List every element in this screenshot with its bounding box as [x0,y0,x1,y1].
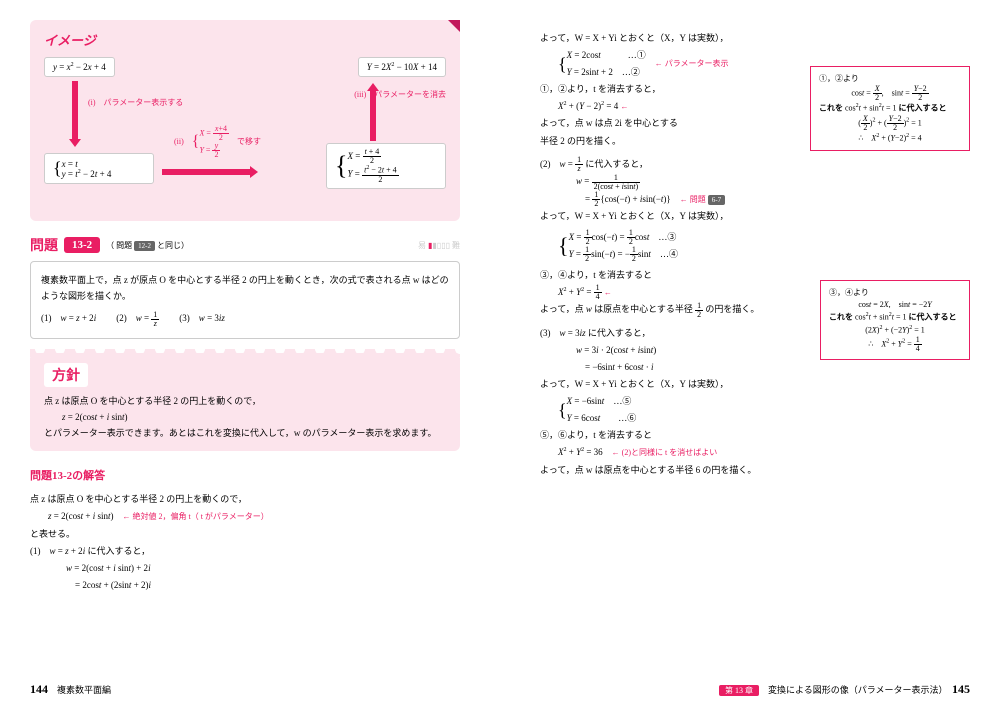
problem-note: （ 問題 12-2 と同じ） [106,240,189,251]
side-box-1: ①，②より cost = X2, sint = Y−22 これを cos2t +… [810,66,970,151]
image-title: イメージ [44,30,446,49]
strategy-box: 方針 点 z は原点 O を中心とする半径 2 の円上を動くので， z = 2(… [30,353,460,452]
prob-2: (2) w = 1z [116,310,159,327]
note-ii: (ii) {X = x+42Y = y2 で移す [174,125,261,159]
note-i: (i) パラメーター表示する [88,97,183,108]
image-box: イメージ y = x2 − 2x + 4 Y = 2X2 − 10X + 14 … [30,20,460,221]
strategy-title: 方針 [44,363,88,387]
note-iii: (iii) パラメーターを消去 [354,89,446,100]
problem-label: 問題 [30,235,58,255]
page-right: よって，W = X + Yi とおくと（X，Y は実数）， {X = 2cost… [500,0,1000,709]
problem-body: 複素数平面上で，点 z が原点 O を中心とする半径 2 の円上を動くとき，次の… [41,272,449,304]
image-diagram: y = x2 − 2x + 4 Y = 2X2 − 10X + 14 (i) パ… [44,57,446,207]
sub-problems: (1) w = z + 2i (2) w = 1z (3) w = 3iz [41,310,449,327]
eq-box-4: {X = t + 42Y = t2 − 2t + 42 [326,143,446,189]
strategy-body: 点 z は原点 O を中心とする半径 2 の円上を動くので， z = 2(cos… [44,393,446,442]
prob-1: (1) w = z + 2i [41,310,96,327]
problem-num: 13-2 [64,237,100,253]
footer-left: 144 複素数平面編 [30,682,111,697]
page-left: イメージ y = x2 − 2x + 4 Y = 2X2 − 10X + 14 … [0,0,500,709]
arrow-down-1 [72,81,78,141]
problem-box: 複素数平面上で，点 z が原点 O を中心とする半径 2 の円上を動くとき，次の… [30,261,460,339]
eq-box-2: Y = 2X2 − 10X + 14 [358,57,446,77]
answer-title: 問題13-2の解答 [30,467,460,483]
right-content: よって，W = X + Yi とおくと（X，Y は実数）， {X = 2cost… [540,30,970,479]
answer-body: 点 z は原点 O を中心とする半径 2 の円上を動くので， z = 2(cos… [30,491,460,594]
problem-header: 問題 13-2 （ 問題 12-2 と同じ） 易 ▮▮▯▯▯ 難 [30,235,460,255]
eq-box-1: y = x2 − 2x + 4 [44,57,115,77]
footer-right: 第 13 章 変換による図形の像（パラメーター表示法） 145 [719,682,970,697]
side-box-2: ③，④より cost = 2X, sint = −2Y これを cos2t + … [820,280,970,360]
eq-box-3: {x = ty = t2 − 2t + 4 [44,153,154,184]
arrow-right [162,169,252,175]
level-indicator: 易 ▮▮▯▯▯ 難 [418,240,460,251]
prob-3: (3) w = 3iz [179,310,225,327]
